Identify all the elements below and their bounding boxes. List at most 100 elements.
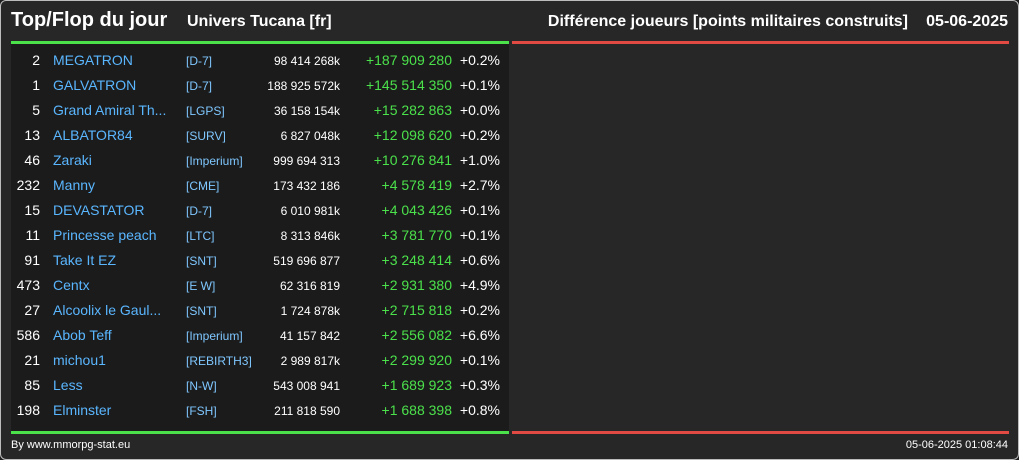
- player-points: 98 414 268k: [273, 54, 340, 68]
- points-difference: +2 931 380: [381, 277, 452, 293]
- alliance-tag-link[interactable]: [D-7]: [186, 54, 213, 68]
- player-rank: 198: [16, 402, 40, 418]
- player-row: 46 Zaraki [Imperium] 999 694 313 +10 276 841…: [11, 148, 509, 173]
- page-title: Top/Flop du jour: [11, 9, 168, 31]
- points-difference: +187 909 280: [365, 52, 452, 68]
- player-rank: 5: [32, 102, 40, 118]
- points-difference: +10 276 841: [373, 152, 452, 168]
- alliance-tag-link[interactable]: [SURV]: [186, 129, 226, 143]
- player-name-link[interactable]: Alcoolix le Gaul...: [53, 302, 162, 318]
- alliance-tag-link[interactable]: [E W]: [186, 279, 216, 293]
- alliance-tag-link[interactable]: [LTC]: [186, 229, 215, 243]
- points-difference: +3 781 770: [381, 227, 452, 243]
- player-row: 473 Centx [E W] 62 316 819 +2 931 380 +4.9%: [11, 273, 509, 298]
- percent-change: +0.8%: [459, 402, 500, 418]
- player-name-link[interactable]: Princesse peach: [53, 227, 157, 243]
- alliance-tag-link[interactable]: [D-7]: [186, 204, 213, 218]
- percent-change: +0.2%: [459, 52, 500, 68]
- alliance-tag-link[interactable]: [Imperium]: [186, 154, 243, 168]
- percent-change: +6.6%: [459, 327, 500, 343]
- flop-accent-bar: [512, 41, 1009, 44]
- player-points: 36 158 154k: [273, 104, 340, 118]
- player-points: 999 694 313: [273, 154, 340, 168]
- percent-change: +0.6%: [459, 252, 500, 268]
- alliance-tag-link[interactable]: [REBIRTH3]: [186, 354, 252, 368]
- percent-change: +0.2%: [459, 302, 500, 318]
- alliance-tag-link[interactable]: [SNT]: [186, 254, 217, 268]
- percent-change: +0.0%: [459, 102, 500, 118]
- player-name-link[interactable]: DEVASTATOR: [53, 202, 145, 218]
- percent-change: +0.1%: [459, 352, 500, 368]
- player-rank: 46: [24, 152, 40, 168]
- top-accent-bar: [11, 41, 509, 44]
- alliance-tag-link[interactable]: [FSH]: [186, 404, 217, 418]
- alliance-tag-link[interactable]: [N-W]: [186, 379, 217, 393]
- top-players-list: 2 MEGATRON [D-7] 98 414 268k +187 909 280 +0.…: [11, 44, 509, 431]
- points-difference: +15 282 863: [373, 102, 452, 118]
- player-name-link[interactable]: MEGATRON: [53, 52, 133, 68]
- player-name-link[interactable]: Elminster: [53, 402, 112, 418]
- player-row: 198 Elminster [FSH] 211 818 590 +1 688 398 +0…: [11, 398, 509, 423]
- player-points: 188 925 572k: [267, 79, 340, 93]
- player-points: 62 316 819: [279, 279, 340, 293]
- alliance-tag-link[interactable]: [CME]: [186, 179, 220, 193]
- flop-accent-bar-bottom: [512, 431, 1009, 434]
- player-name-link[interactable]: Abob Teff: [53, 327, 112, 343]
- player-points: 8 313 846k: [280, 229, 340, 243]
- points-difference: +2 299 920: [381, 352, 452, 368]
- points-difference: +4 578 419: [381, 177, 452, 193]
- player-name-link[interactable]: GALVATRON: [53, 77, 137, 93]
- player-rank: 11: [25, 227, 40, 243]
- player-name-link[interactable]: Take It EZ: [53, 252, 117, 268]
- date-label: 05-06-2025: [926, 13, 1008, 30]
- player-rank: 21: [24, 352, 40, 368]
- player-rank: 85: [24, 377, 40, 393]
- player-name-link[interactable]: Centx: [53, 277, 90, 293]
- player-rank: 91: [24, 252, 40, 268]
- player-row: 15 DEVASTATOR [D-7] 6 010 981k +4 043 426 +0.…: [11, 198, 509, 223]
- alliance-tag-link[interactable]: [SNT]: [186, 304, 217, 318]
- player-row: 13 ALBATOR84 [SURV] 6 827 048k +12 098 620 +0…: [11, 123, 509, 148]
- player-points: 6 010 981k: [280, 204, 340, 218]
- player-row: 91 Take It EZ [SNT] 519 696 877 +3 248 414 +0…: [11, 248, 509, 273]
- player-row: 2 MEGATRON [D-7] 98 414 268k +187 909 280 +0.…: [11, 48, 509, 73]
- player-rank: 473: [16, 277, 40, 293]
- player-rank: 27: [24, 302, 40, 318]
- points-difference: +4 043 426: [381, 202, 452, 218]
- metric-label: Différence joueurs [points militaires co…: [547, 13, 908, 30]
- player-name-link[interactable]: Less: [53, 377, 83, 393]
- player-points: 1 724 878k: [280, 304, 340, 318]
- percent-change: +0.1%: [459, 202, 500, 218]
- points-difference: +2 556 082: [381, 327, 452, 343]
- flop-players-list: [512, 44, 1009, 431]
- player-rank: 1: [32, 77, 40, 93]
- player-name-link[interactable]: michou1: [53, 352, 106, 368]
- player-rank: 232: [16, 177, 40, 193]
- player-points: 41 157 842: [279, 329, 340, 343]
- player-rank: 586: [16, 327, 40, 343]
- player-rank: 2: [32, 52, 40, 68]
- header: Top/Flop du jour Univers Tucana [fr] Dif…: [1, 1, 1018, 41]
- points-difference: +1 689 923: [381, 377, 452, 393]
- alliance-tag-link[interactable]: [LGPS]: [186, 104, 225, 118]
- player-row: 5 Grand Amiral Th... [LGPS] 36 158 154k +15 …: [11, 98, 509, 123]
- percent-change: +1.0%: [459, 152, 500, 168]
- points-difference: +3 248 414: [381, 252, 452, 268]
- player-rank: 15: [24, 202, 40, 218]
- points-difference: +2 715 818: [381, 302, 452, 318]
- player-name-link[interactable]: Zaraki: [53, 152, 92, 168]
- player-name-link[interactable]: Grand Amiral Th...: [53, 102, 167, 118]
- alliance-tag-link[interactable]: [Imperium]: [186, 329, 243, 343]
- player-points: 6 827 048k: [280, 129, 340, 143]
- player-name-link[interactable]: Manny: [53, 177, 96, 193]
- alliance-tag-link[interactable]: [D-7]: [186, 79, 213, 93]
- points-difference: +12 098 620: [373, 127, 452, 143]
- points-difference: +1 688 398: [381, 402, 452, 418]
- percent-change: +4.9%: [459, 277, 500, 293]
- player-points: 211 818 590: [274, 404, 340, 418]
- percent-change: +0.2%: [459, 127, 500, 143]
- player-row: 27 Alcoolix le Gaul... [SNT] 1 724 878k +2 7…: [11, 298, 509, 323]
- player-points: 173 432 186: [273, 179, 340, 193]
- player-name-link[interactable]: ALBATOR84: [53, 127, 133, 143]
